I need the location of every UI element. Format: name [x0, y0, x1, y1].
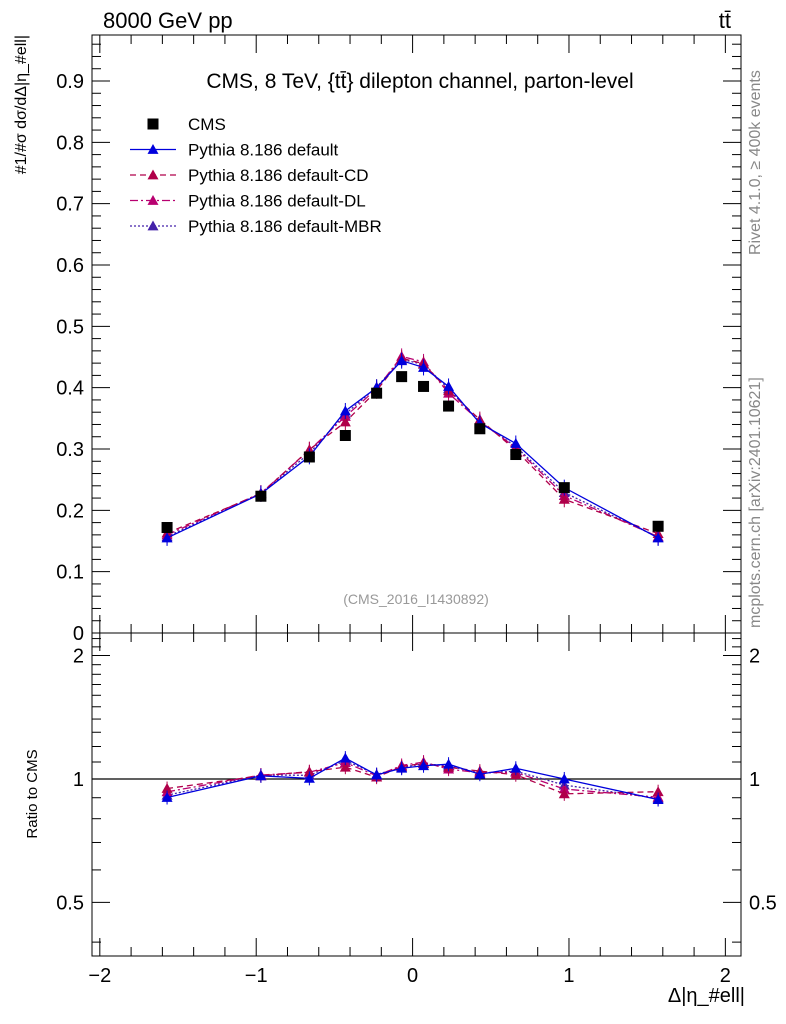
process-label: tt̄: [719, 8, 731, 33]
ratio-point-pythia-8-186-default: [558, 773, 570, 784]
ratio-y-axis-label: Ratio to CMS: [24, 749, 41, 838]
legend-marker-cms: [147, 118, 159, 130]
y-tick-label: 0.1: [56, 562, 84, 584]
y-tick-label: 0.8: [56, 132, 84, 154]
point-pythia-8-186-default: [418, 361, 430, 372]
point-pythia-8-186-default: [510, 437, 522, 448]
series-line-pythia-8-186-default-cd: [166, 357, 659, 535]
point-cms: [255, 490, 267, 502]
y-axis-label: #1/#σ dσ/dΔ|η_#ell|: [13, 35, 30, 174]
point-pythia-8-186-default: [339, 405, 351, 416]
ratio-point-pythia-8-186-default: [255, 770, 267, 781]
ratio-point-pythia-8-186-default: [510, 762, 522, 773]
ratio-line-pythia-8-186-default-cd: [166, 762, 659, 795]
legend-marker-pythia-8-186-default-mbr: [147, 220, 159, 231]
x-tick-label: −1: [245, 965, 268, 987]
series-line-pythia-8-186-default-mbr: [166, 358, 659, 538]
x-tick-label: 0: [407, 965, 418, 987]
ratio-point-pythia-8-186-default-cd: [161, 783, 173, 793]
y-tick-label: 0.5: [56, 316, 84, 338]
y-tick-label: 0: [73, 623, 84, 645]
ratio-point-pythia-8-186-default: [339, 752, 351, 763]
ratio-point-pythia-8-186-default: [161, 791, 173, 802]
rivet-label: Rivet 4.1.0, ≥ 400k events: [747, 70, 764, 255]
ratio-y-tick-label-right: 1: [749, 769, 760, 791]
point-cms: [396, 371, 408, 383]
ratio-point-pythia-8-186-default: [303, 772, 315, 783]
y-tick-label: 0.4: [56, 378, 84, 400]
legend-label-pythia-8-186-default: Pythia 8.186 default: [188, 141, 339, 160]
point-cms: [558, 482, 570, 494]
x-tick-label: −2: [88, 965, 111, 987]
ratio-point-pythia-8-186-default: [652, 794, 664, 804]
ratio-point-pythia-8-186-default: [443, 758, 455, 769]
legend-label-cms: CMS: [188, 115, 226, 134]
point-cms: [303, 451, 315, 463]
ratio-y-tick-label: 0.5: [56, 892, 84, 914]
legend-label-pythia-8-186-default-dl: Pythia 8.186 default-DL: [188, 192, 366, 211]
point-pythia-8-186-default: [161, 532, 173, 543]
y-tick-label: 0.3: [56, 439, 84, 461]
main-x-ticks: [99, 35, 726, 633]
legend-marker-pythia-8-186-default-cd: [147, 169, 159, 180]
main-series-layer: [161, 348, 664, 546]
point-cms: [161, 522, 173, 534]
ratio-point-pythia-8-186-default-cd: [652, 786, 664, 797]
ratio-y-tick-label: 1: [73, 769, 84, 791]
point-cms: [371, 387, 383, 399]
point-pythia-8-186-default-cd: [558, 493, 570, 504]
legend-label-pythia-8-186-default-cd: Pythia 8.186 default-CD: [188, 166, 369, 185]
series-line-pythia-8-186-default: [166, 359, 659, 539]
point-pythia-8-186-default-cd: [339, 416, 351, 427]
point-cms: [418, 380, 430, 392]
chart-title: CMS, 8 TeV, {tt̄} dilepton channel, part…: [206, 70, 633, 93]
ratio-point-pythia-8-186-default: [418, 760, 430, 771]
y-tick-label: 0.6: [56, 255, 84, 277]
ratio-line-pythia-8-186-default-mbr: [166, 759, 659, 800]
x-axis-label: Δ|η_#ell|: [668, 985, 745, 1007]
legend-label-pythia-8-186-default-mbr: Pythia 8.186 default-MBR: [188, 217, 382, 236]
y-tick-label: 0.9: [56, 71, 84, 93]
point-cms: [474, 423, 486, 435]
ratio-point-pythia-8-186-default: [396, 762, 408, 773]
ratio-plot-panel: 0.5 0.5 1 1 2 2 −2 −1 0 1 2 Ratio to CMS: [24, 632, 777, 987]
point-cms: [443, 400, 455, 412]
main-plot-panel: 0 0.1 0.2 0.3 0.4 0.5 0.6 0.7 0.8 0.9 CMS, 8 TeV,…: [13, 34, 742, 645]
mcplots-label: mcplots.cern.ch [arXiv:2401.10621]: [747, 377, 764, 628]
watermark-label: (CMS_2016_I1430892): [343, 591, 489, 607]
point-pythia-8-186-default: [396, 355, 408, 366]
ratio-series-layer: [161, 751, 664, 807]
y-tick-label: 0.7: [56, 194, 84, 216]
ratio-x-ticks: −2 −1 0 1 2: [88, 633, 731, 987]
ratio-y-tick-label: 2: [73, 646, 84, 668]
ratio-point-pythia-8-186-default-cd: [339, 761, 351, 772]
ratio-line-pythia-8-186-default: [166, 757, 659, 801]
point-cms: [510, 449, 522, 461]
main-y-ticks: 0 0.1 0.2 0.3 0.4 0.5 0.6 0.7 0.8 0.9: [56, 43, 741, 645]
ratio-y-tick-label-right: 2: [749, 646, 760, 668]
ratio-plot-frame: [91, 632, 742, 957]
legend: CMS Pythia 8.186 default Pythia 8.186 defa…: [130, 115, 382, 236]
ratio-point-pythia-8-186-default: [371, 769, 383, 780]
point-cms: [339, 430, 351, 442]
x-tick-label: 2: [720, 965, 731, 987]
legend-marker-pythia-8-186-default: [147, 144, 159, 154]
ratio-y-tick-label-right: 0.5: [749, 892, 777, 914]
y-tick-label: 0.2: [56, 500, 84, 522]
point-cms: [652, 520, 664, 532]
series-line-pythia-8-186-default-dl: [166, 355, 659, 538]
ratio-point-pythia-8-186-default: [474, 768, 486, 779]
point-pythia-8-186-default: [652, 532, 664, 543]
beam-label: 8000 GeV pp: [103, 8, 233, 33]
x-tick-label: 1: [563, 965, 574, 987]
ratio-point-pythia-8-186-default-cd: [558, 788, 570, 799]
point-pythia-8-186-default: [443, 380, 455, 391]
ratio-point-pythia-8-186-default-cd: [303, 766, 315, 777]
legend-marker-pythia-8-186-default-dl: [147, 195, 159, 205]
